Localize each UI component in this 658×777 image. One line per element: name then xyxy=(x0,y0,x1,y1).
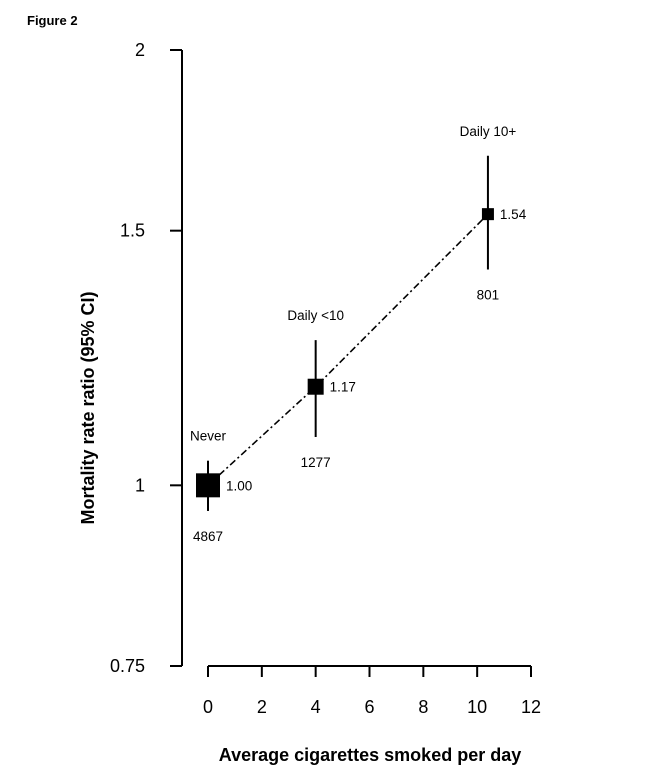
x-tick-label: 12 xyxy=(521,697,541,717)
sample-size-label: 4867 xyxy=(193,529,223,544)
y-axis-title: Mortality rate ratio (95% CI) xyxy=(78,291,98,524)
y-tick-label: 1.5 xyxy=(120,221,145,241)
x-tick-label: 8 xyxy=(418,697,428,717)
x-tick-label: 6 xyxy=(364,697,374,717)
y-tick-label: 1 xyxy=(135,475,145,495)
chart-marks: Never 1.00 4867 Daily <10 1.17 1277 Daily 10+ 1… xyxy=(190,124,527,544)
trend-line xyxy=(207,213,489,486)
axes: 0.75 1 1.5 2 0 2 4 6 8 10 12 xyxy=(110,40,541,717)
sample-size-label: 1277 xyxy=(301,455,331,470)
value-label: 1.00 xyxy=(226,478,252,493)
x-tick-label: 4 xyxy=(311,697,321,717)
group-label: Daily 10+ xyxy=(460,124,517,139)
x-tick-label: 0 xyxy=(203,697,213,717)
group-label: Daily <10 xyxy=(287,308,344,323)
value-label: 1.17 xyxy=(330,380,356,395)
y-tick-label: 2 xyxy=(135,40,145,60)
data-point xyxy=(196,473,220,498)
value-label: 1.54 xyxy=(500,207,527,222)
x-tick-label: 10 xyxy=(467,697,487,717)
group-label: Never xyxy=(190,429,227,444)
sample-size-label: 801 xyxy=(477,288,500,303)
data-point xyxy=(307,378,324,395)
x-axis-title: Average cigarettes smoked per day xyxy=(219,745,521,765)
y-tick-label: 0.75 xyxy=(110,656,145,676)
x-tick-label: 2 xyxy=(257,697,267,717)
figure-label: Figure 2 xyxy=(27,13,78,28)
data-point xyxy=(481,208,494,221)
